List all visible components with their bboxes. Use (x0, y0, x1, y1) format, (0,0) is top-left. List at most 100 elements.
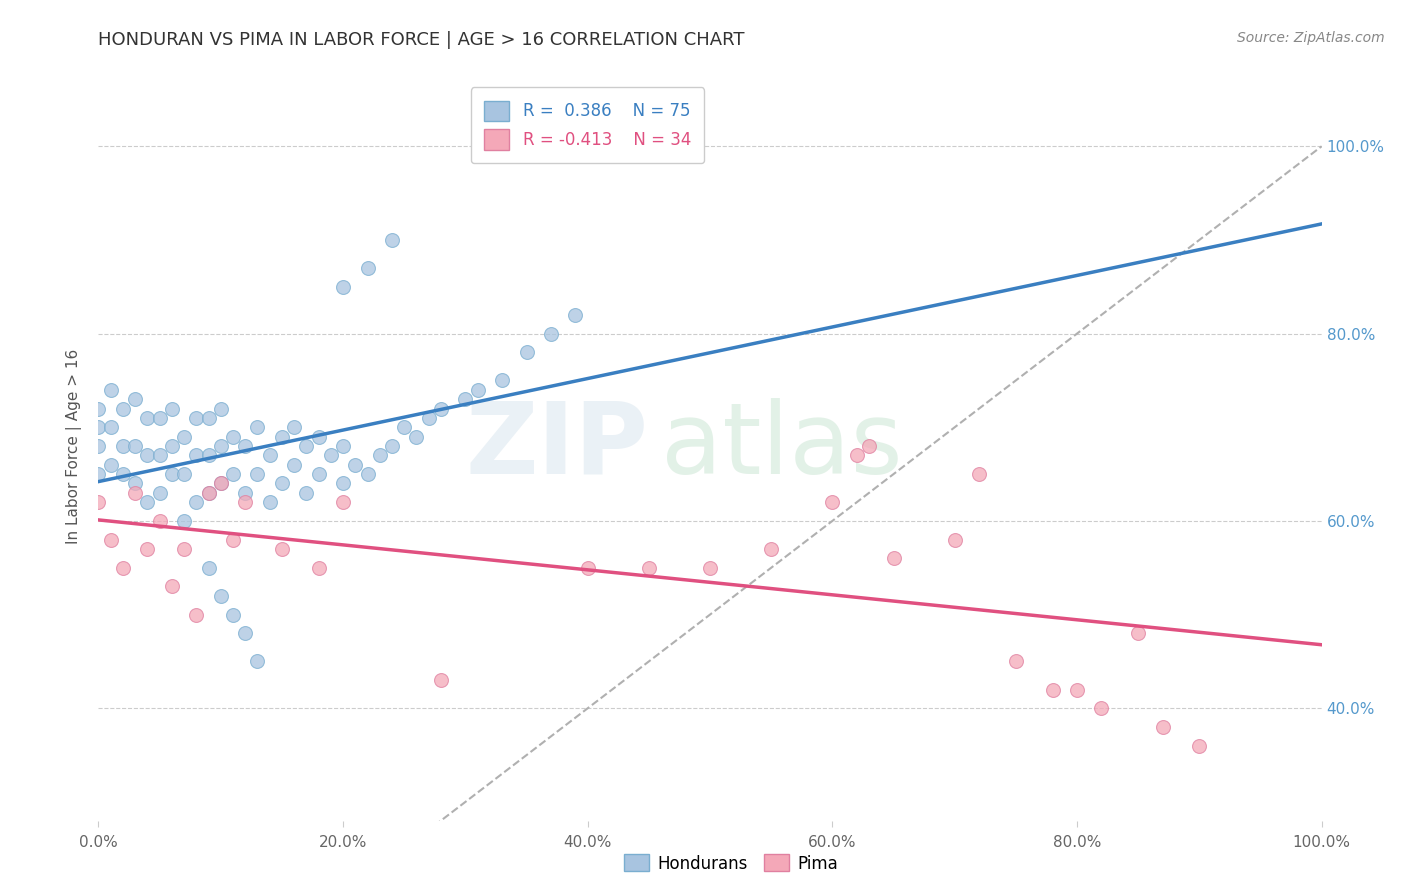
Point (222, 430, 245, 444)
Text: Source: ZipAtlas.com: Source: ZipAtlas.com (1237, 31, 1385, 45)
Point (233, 626, 256, 640)
Point (160, 401, 183, 416)
Point (100, 420, 122, 434)
Point (1090, 701, 1112, 715)
Point (209, 476, 232, 491)
Point (332, 495, 354, 509)
Point (858, 439, 880, 453)
Point (430, 673, 453, 688)
Point (197, 485, 219, 500)
Point (1128, 626, 1150, 640)
Point (356, 467, 378, 482)
Point (332, 280, 354, 294)
Point (136, 449, 159, 463)
Point (821, 495, 844, 509)
Point (136, 495, 159, 509)
Point (233, 439, 256, 453)
Point (149, 411, 172, 425)
Point (270, 430, 294, 444)
Legend: R =  0.386    N = 75, R = -0.413    N = 34: R = 0.386 N = 75, R = -0.413 N = 34 (471, 87, 704, 163)
Point (124, 392, 146, 407)
Point (186, 607, 208, 622)
Point (124, 439, 146, 453)
Legend: Hondurans, Pima: Hondurans, Pima (617, 847, 845, 880)
Point (1042, 682, 1064, 697)
Point (222, 533, 245, 547)
Point (100, 383, 122, 397)
Point (111, 467, 134, 482)
Point (1152, 720, 1174, 734)
Point (209, 439, 232, 453)
Point (246, 655, 269, 669)
Point (332, 476, 354, 491)
Point (149, 449, 172, 463)
Point (1066, 682, 1088, 697)
Point (233, 485, 256, 500)
Point (111, 439, 134, 453)
Point (308, 430, 330, 444)
Point (1188, 739, 1211, 753)
Point (87, 467, 110, 482)
Point (124, 476, 146, 491)
Point (100, 533, 122, 547)
Point (356, 261, 378, 276)
Text: ZIP: ZIP (465, 398, 648, 494)
Point (576, 561, 599, 575)
Point (332, 439, 354, 453)
Point (418, 411, 440, 425)
Point (761, 542, 783, 557)
Point (186, 495, 208, 509)
Text: atlas: atlas (661, 398, 903, 494)
Point (943, 533, 966, 547)
Point (186, 411, 208, 425)
Point (222, 607, 245, 622)
Point (270, 476, 294, 491)
Point (392, 420, 416, 434)
Point (283, 420, 305, 434)
Point (173, 467, 195, 482)
Point (1004, 655, 1026, 669)
Y-axis label: In Labor Force | Age > 16: In Labor Force | Age > 16 (66, 349, 83, 543)
Point (259, 449, 281, 463)
Text: HONDURAN VS PIMA IN LABOR FORCE | AGE > 16 CORRELATION CHART: HONDURAN VS PIMA IN LABOR FORCE | AGE > … (98, 31, 745, 49)
Point (136, 542, 159, 557)
Point (149, 514, 172, 528)
Point (454, 392, 477, 407)
Point (87, 420, 110, 434)
Point (136, 411, 159, 425)
Point (308, 561, 330, 575)
Point (160, 580, 183, 594)
Point (124, 485, 146, 500)
Point (160, 439, 183, 453)
Point (222, 467, 245, 482)
Point (197, 561, 219, 575)
Point (270, 542, 294, 557)
Point (283, 458, 305, 472)
Point (405, 430, 427, 444)
Point (87, 439, 110, 453)
Point (173, 542, 195, 557)
Point (233, 495, 256, 509)
Point (186, 449, 208, 463)
Point (491, 374, 513, 388)
Point (197, 449, 219, 463)
Point (540, 326, 562, 341)
Point (699, 561, 721, 575)
Point (319, 449, 342, 463)
Point (368, 449, 391, 463)
Point (344, 458, 367, 472)
Point (883, 551, 905, 566)
Point (246, 420, 269, 434)
Point (173, 514, 195, 528)
Point (295, 485, 318, 500)
Point (87, 495, 110, 509)
Point (209, 476, 232, 491)
Point (308, 467, 330, 482)
Point (246, 467, 269, 482)
Point (967, 467, 990, 482)
Point (209, 401, 232, 416)
Point (111, 561, 134, 575)
Point (430, 401, 453, 416)
Point (467, 383, 489, 397)
Point (845, 449, 868, 463)
